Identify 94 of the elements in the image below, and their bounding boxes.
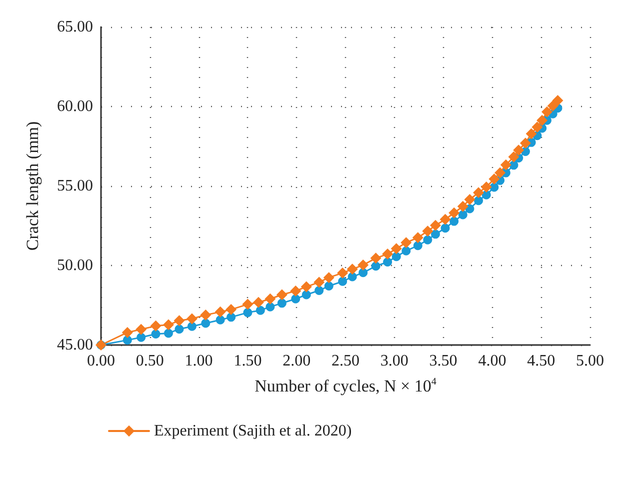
point xyxy=(243,308,252,318)
point xyxy=(314,286,324,295)
point xyxy=(162,319,174,330)
point xyxy=(448,207,460,218)
point xyxy=(383,258,392,266)
point xyxy=(252,296,264,308)
point xyxy=(266,302,275,312)
point xyxy=(382,248,394,260)
point xyxy=(526,128,537,140)
x-tick-label: 0.50 xyxy=(136,352,164,370)
point xyxy=(216,315,225,324)
point xyxy=(337,267,348,278)
point xyxy=(473,187,484,198)
point xyxy=(402,246,411,256)
point xyxy=(422,226,434,237)
point xyxy=(324,282,334,291)
point xyxy=(480,181,492,192)
point xyxy=(500,159,512,170)
point xyxy=(440,224,450,233)
point xyxy=(290,285,302,296)
point xyxy=(392,252,401,262)
point xyxy=(474,196,484,206)
point xyxy=(277,298,286,308)
point xyxy=(323,272,334,284)
point xyxy=(520,138,531,149)
point xyxy=(264,293,276,304)
point xyxy=(370,252,382,264)
point xyxy=(513,144,524,156)
point xyxy=(430,220,441,231)
point xyxy=(174,315,185,326)
point xyxy=(150,320,162,332)
point xyxy=(536,114,548,126)
point xyxy=(187,322,196,331)
x-tick-label: 3.50 xyxy=(429,352,458,370)
x-tick-label: 3.00 xyxy=(380,352,408,370)
point xyxy=(412,232,424,244)
point xyxy=(256,306,265,315)
point xyxy=(547,100,558,112)
point xyxy=(450,216,459,226)
point xyxy=(508,151,520,162)
point xyxy=(348,272,357,282)
point xyxy=(464,194,476,206)
point xyxy=(423,235,432,244)
point xyxy=(300,281,312,292)
x-tick-label: 2.00 xyxy=(282,352,311,370)
point xyxy=(174,324,184,334)
point xyxy=(242,298,254,310)
point xyxy=(302,290,311,300)
point xyxy=(494,167,506,178)
y-tick-label: 60.00 xyxy=(57,98,93,115)
point xyxy=(358,260,369,271)
point xyxy=(226,312,236,322)
point xyxy=(338,276,348,286)
point xyxy=(440,214,451,225)
point xyxy=(136,324,147,335)
point xyxy=(201,318,210,328)
point xyxy=(164,328,173,338)
point xyxy=(488,174,500,185)
x-tick-label: 2.50 xyxy=(332,352,360,370)
y-axis-title: Crack length (mm) xyxy=(23,121,42,251)
y-tick-label: 45.00 xyxy=(57,336,93,354)
x-tick-label: 1.50 xyxy=(234,352,262,370)
x-tick-label: 4.00 xyxy=(478,352,506,370)
point xyxy=(532,122,543,133)
point xyxy=(200,309,212,320)
point xyxy=(390,243,402,254)
point xyxy=(552,94,564,106)
point xyxy=(122,336,132,345)
point xyxy=(226,304,237,316)
point xyxy=(400,237,412,248)
point xyxy=(346,264,358,275)
x-tick-label: 5.00 xyxy=(576,352,604,370)
point xyxy=(186,313,198,324)
x-tick-label: 4.50 xyxy=(527,352,556,370)
point xyxy=(430,230,440,239)
y-tick-label: 65.00 xyxy=(57,18,93,36)
point xyxy=(541,106,552,118)
point xyxy=(136,332,146,342)
point xyxy=(371,262,380,271)
x-tick-label: 0.00 xyxy=(87,352,115,370)
y-tick-label: 55.00 xyxy=(57,178,93,194)
point xyxy=(291,294,300,304)
y-tick-label: 50.00 xyxy=(57,257,93,274)
legend-label: Experiment (Sajith et al. 2020) xyxy=(154,422,352,440)
point xyxy=(122,326,133,338)
point xyxy=(458,210,468,220)
point xyxy=(413,241,422,250)
point xyxy=(314,276,325,288)
point xyxy=(457,200,468,212)
point xyxy=(214,306,226,318)
point xyxy=(151,330,160,339)
x-tick-label: 1.00 xyxy=(184,352,213,370)
point xyxy=(358,268,368,278)
point xyxy=(276,289,288,300)
